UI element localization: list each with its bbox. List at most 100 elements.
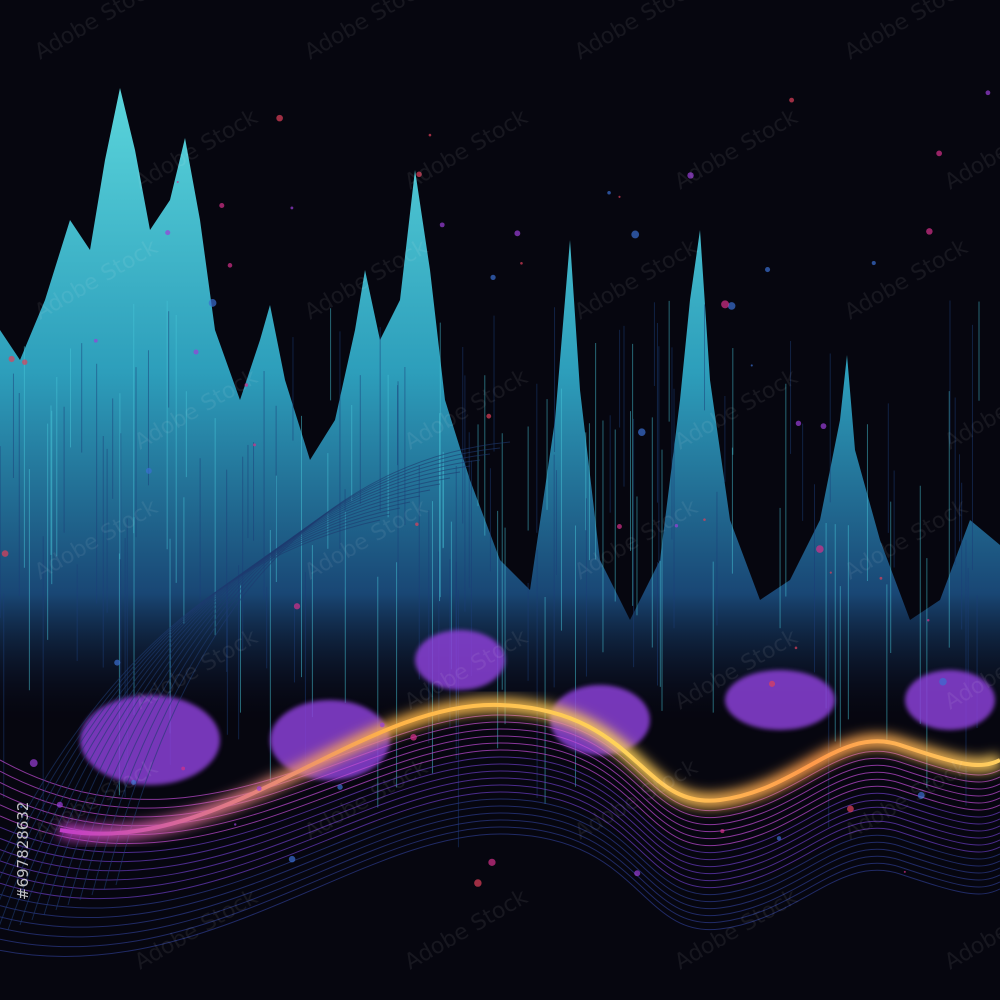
particle [428, 133, 432, 137]
particle [795, 420, 802, 427]
wave-line [0, 791, 1000, 900]
wave-line [0, 742, 1000, 840]
particle [607, 190, 611, 195]
particle [927, 619, 930, 622]
wave-line [0, 812, 1000, 928]
particle [131, 779, 137, 785]
arc-line [115, 441, 511, 886]
particle [486, 413, 492, 419]
particle [674, 524, 679, 528]
particle [176, 180, 179, 184]
arc-line [31, 483, 441, 921]
particle [165, 230, 171, 236]
wave-line [0, 763, 1000, 863]
particle [293, 603, 301, 610]
arc-line [55, 471, 461, 911]
particle [193, 349, 199, 355]
particle [789, 97, 795, 103]
particle [703, 518, 706, 521]
wave-line [0, 777, 1000, 881]
arc-line [0, 501, 411, 926]
wave-line [0, 805, 1000, 918]
particle [490, 274, 496, 280]
arc-line [19, 489, 431, 926]
particle [879, 576, 883, 580]
wave-line [0, 833, 1000, 957]
particle [439, 222, 445, 228]
particle [926, 228, 933, 235]
wave-line [0, 756, 1000, 854]
particle [917, 791, 925, 799]
particle [939, 677, 947, 686]
arc-line [0, 507, 401, 901]
particle [290, 206, 294, 210]
arc-line [0, 513, 391, 880]
particle [634, 870, 641, 877]
particle [233, 823, 237, 826]
particle [379, 722, 385, 728]
wave-line [0, 749, 1000, 847]
particle [816, 545, 824, 553]
particle [474, 879, 482, 887]
particle [256, 786, 262, 791]
particle [56, 801, 63, 808]
particle [276, 114, 283, 122]
particle [252, 443, 257, 447]
wave-line [0, 798, 1000, 909]
particle [727, 302, 736, 310]
particle [416, 171, 422, 178]
particle [936, 150, 943, 157]
particle [520, 261, 523, 265]
particle [765, 267, 771, 273]
particle [618, 195, 621, 198]
particle [22, 359, 28, 365]
particle [114, 659, 121, 666]
particle [631, 230, 640, 239]
particles [1, 90, 991, 887]
particle [514, 230, 521, 237]
particle [616, 524, 622, 529]
arc-line [79, 459, 481, 901]
particle [20, 805, 23, 808]
arc-line [0, 519, 381, 862]
particle [181, 766, 186, 771]
particle [846, 805, 854, 813]
particle [29, 759, 38, 767]
particle [985, 90, 991, 96]
particle [820, 423, 827, 430]
arc-line [91, 453, 491, 896]
particle [687, 172, 694, 179]
arc-line [7, 495, 421, 931]
wave-main [59, 702, 1000, 836]
particle [145, 467, 152, 474]
wave-lines [0, 441, 1000, 957]
particle [794, 646, 798, 650]
wave-line [0, 784, 1000, 890]
particle [1, 550, 9, 557]
wave-line [0, 770, 1000, 872]
wave-line [0, 735, 1000, 833]
particle [768, 680, 776, 687]
particle [829, 571, 832, 574]
cyan-peaks [0, 88, 1000, 720]
particle [488, 858, 496, 866]
arc-line [43, 477, 451, 916]
wave-line [0, 728, 1000, 826]
particle [219, 202, 225, 209]
peak-streaks [0, 300, 980, 848]
arc-line [103, 447, 501, 891]
particle [227, 263, 233, 268]
particle [337, 784, 343, 790]
particle [410, 734, 417, 741]
particle [288, 855, 296, 863]
particle [903, 870, 906, 873]
particle [871, 260, 876, 266]
arc-line [67, 465, 471, 906]
particle [750, 364, 753, 367]
particle [720, 829, 725, 834]
wave-line [0, 819, 1000, 938]
particle [638, 428, 646, 436]
wave-line [0, 826, 1000, 948]
